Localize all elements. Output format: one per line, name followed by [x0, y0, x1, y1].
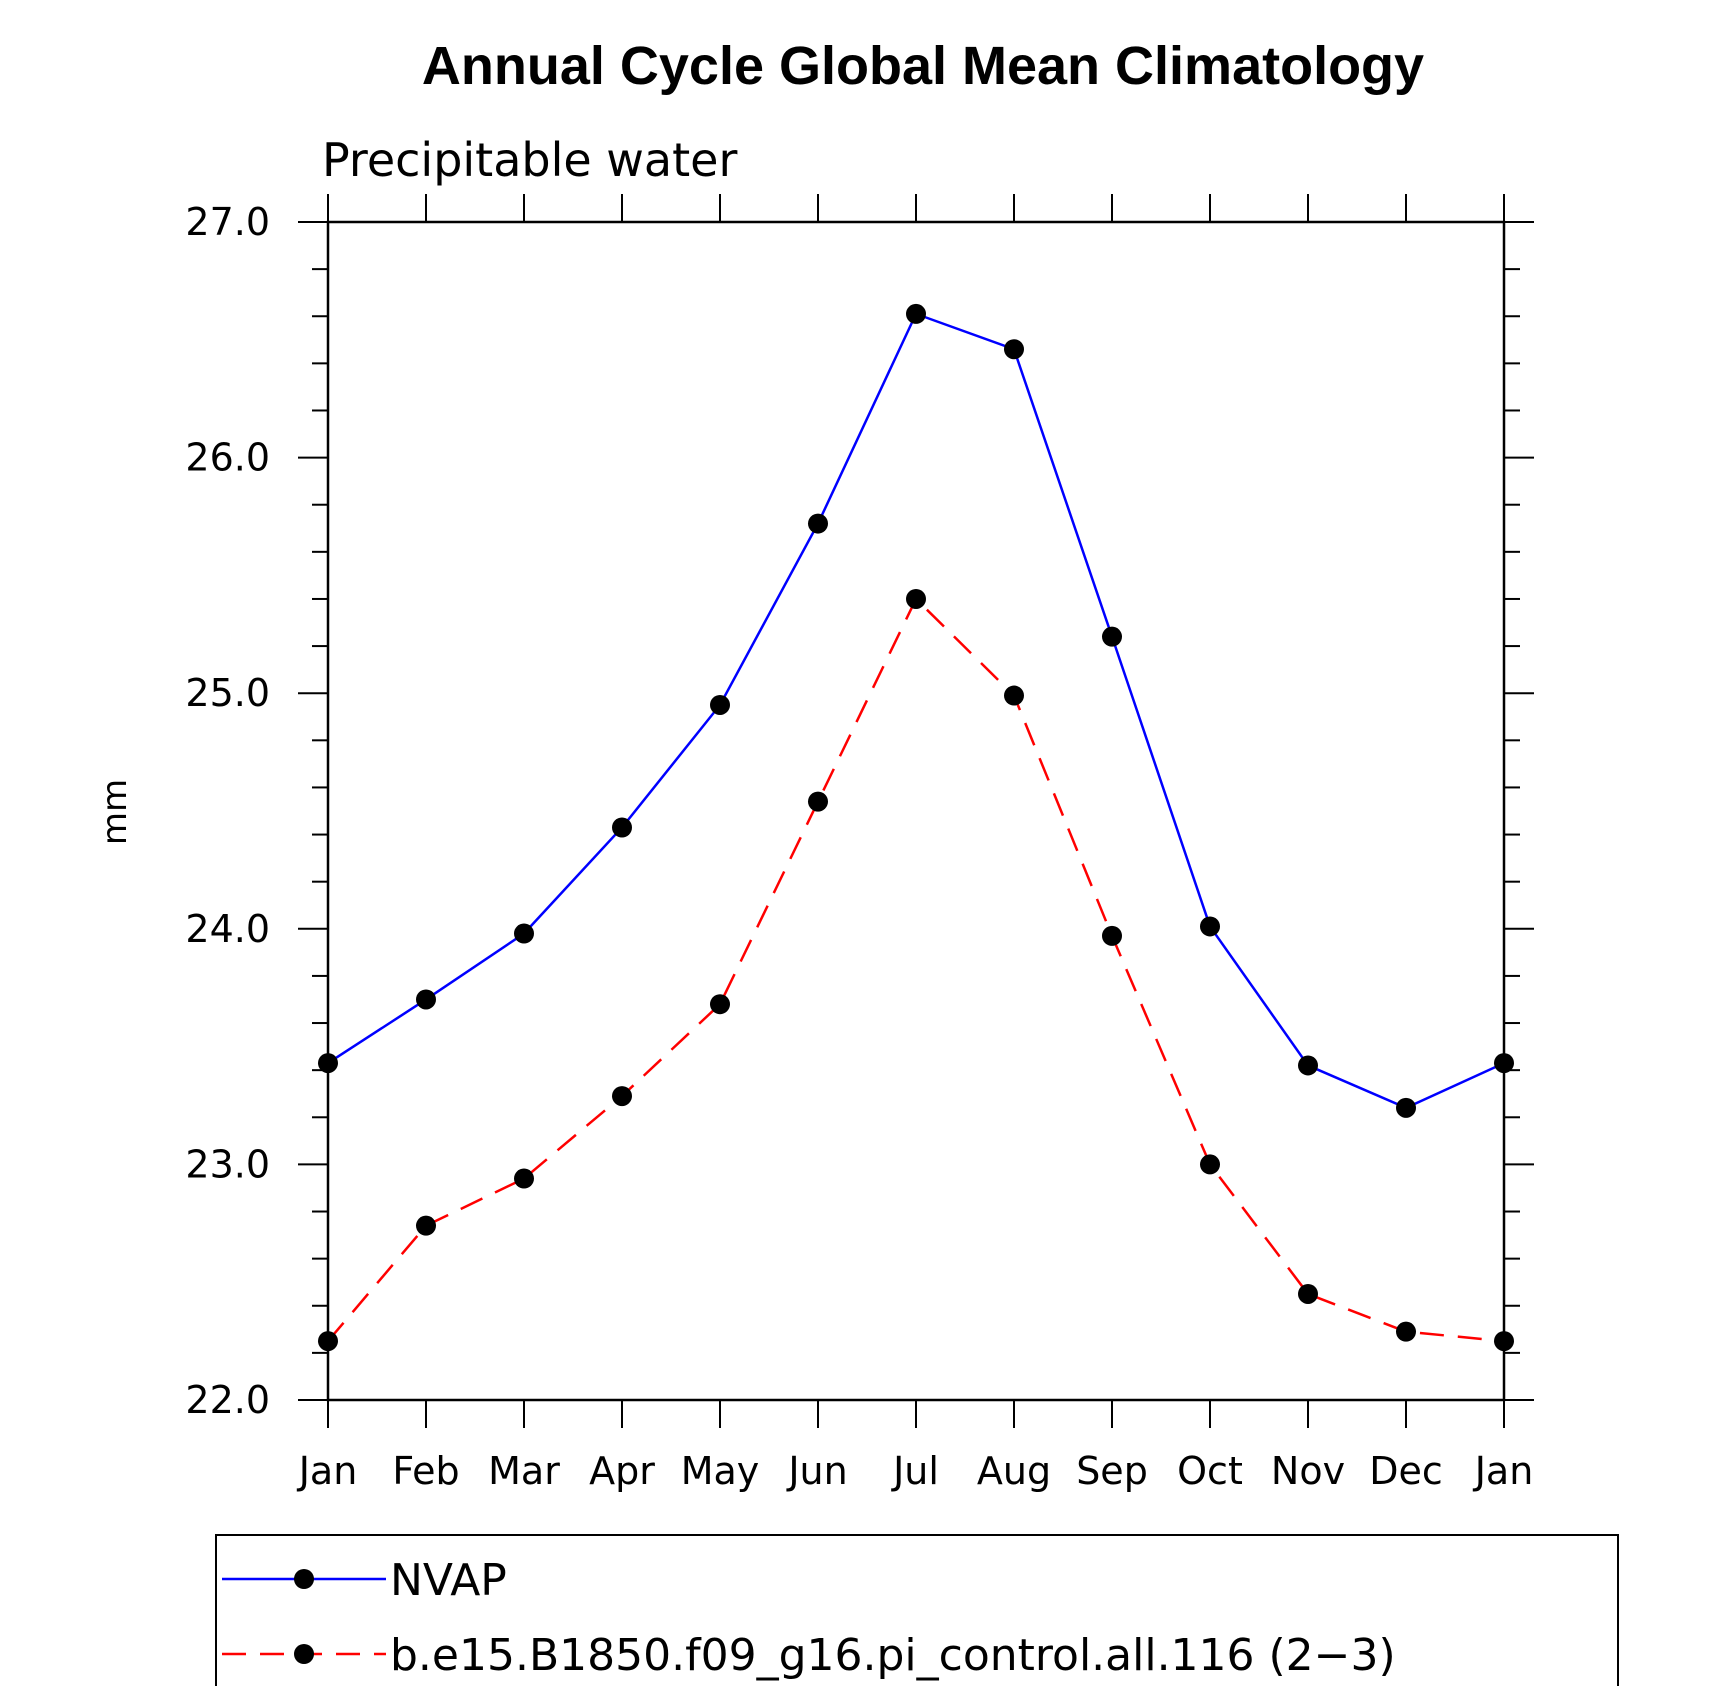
series-1-point	[1004, 685, 1024, 706]
y-tick-label: 25.0	[185, 671, 270, 715]
series-0-point	[906, 303, 926, 324]
y-axis-label: mm	[95, 779, 135, 845]
y-tick-label: 26.0	[185, 436, 270, 480]
series-line-1	[327, 596, 1505, 1343]
y-tick-label: 23.0	[185, 1142, 270, 1186]
x-tick-label: Nov	[1271, 1449, 1345, 1493]
series-1-point	[1494, 1331, 1514, 1352]
x-tick-label: Apr	[589, 1449, 655, 1493]
series-1-point	[318, 1331, 338, 1352]
series-0-point	[1004, 339, 1024, 360]
x-tick-label: May	[681, 1449, 760, 1493]
axis-frame: 22.0 23.0 24.0 25.0 26.0 27.0 Jan Feb Mar Apr May J…	[185, 194, 1534, 1493]
y-tick-label: 24.0	[185, 907, 270, 951]
legend-label-model: b.e15.B1850.f09_g16.pi_control.all.116 (…	[390, 1630, 1396, 1681]
series-0-point	[808, 513, 828, 534]
chart-subtitle: Precipitable water	[322, 133, 737, 187]
x-tick-label: Jun	[786, 1449, 847, 1493]
series-1-point	[710, 994, 730, 1015]
series-0-point	[514, 923, 534, 944]
series-0-point	[1396, 1097, 1416, 1118]
series-0-point	[710, 694, 730, 715]
series-line-0	[327, 312, 1505, 1110]
series-1-point	[808, 791, 828, 812]
series-0-point	[416, 989, 436, 1010]
series-1-point	[514, 1168, 534, 1189]
series-1-point	[1102, 925, 1122, 946]
series-1-point	[1298, 1283, 1318, 1304]
plot-frame	[326, 220, 1506, 1402]
legend: NVAP b.e15.B1850.f09_g16.pi_control.all.…	[215, 1534, 1619, 1686]
legend-marker-model	[294, 1644, 314, 1664]
x-tick-label: Mar	[488, 1449, 560, 1493]
series-1-point	[416, 1215, 436, 1236]
series-0-point	[1102, 626, 1122, 647]
x-tick-label: Dec	[1369, 1449, 1443, 1493]
x-tick-label: Jan	[1473, 1449, 1534, 1493]
series-layer	[318, 303, 1514, 1352]
series-1-point	[906, 588, 926, 609]
legend-label-nvap: NVAP	[390, 1555, 507, 1606]
y-tick-label: 22.0	[185, 1378, 270, 1422]
series-1-point	[612, 1086, 632, 1107]
x-tick-label: Jul	[891, 1449, 939, 1493]
series-0-point	[1200, 916, 1220, 937]
x-tick-label: Oct	[1177, 1449, 1243, 1493]
chart-title: Annual Cycle Global Mean Climatology	[422, 36, 1424, 96]
legend-box	[215, 1534, 1619, 1686]
series-1-point	[1396, 1321, 1416, 1342]
x-tick-label: Sep	[1076, 1449, 1148, 1493]
y-tick-label: 27.0	[185, 200, 270, 244]
series-0-point	[612, 817, 632, 838]
series-1-point	[1200, 1154, 1220, 1175]
x-tick-label: Aug	[977, 1449, 1051, 1493]
x-tick-label: Feb	[392, 1449, 459, 1493]
series-0-point	[318, 1053, 338, 1074]
x-tick-label: Jan	[297, 1449, 358, 1493]
series-0-point	[1298, 1055, 1318, 1076]
legend-marker-nvap	[294, 1569, 314, 1589]
series-0-point	[1494, 1053, 1514, 1074]
